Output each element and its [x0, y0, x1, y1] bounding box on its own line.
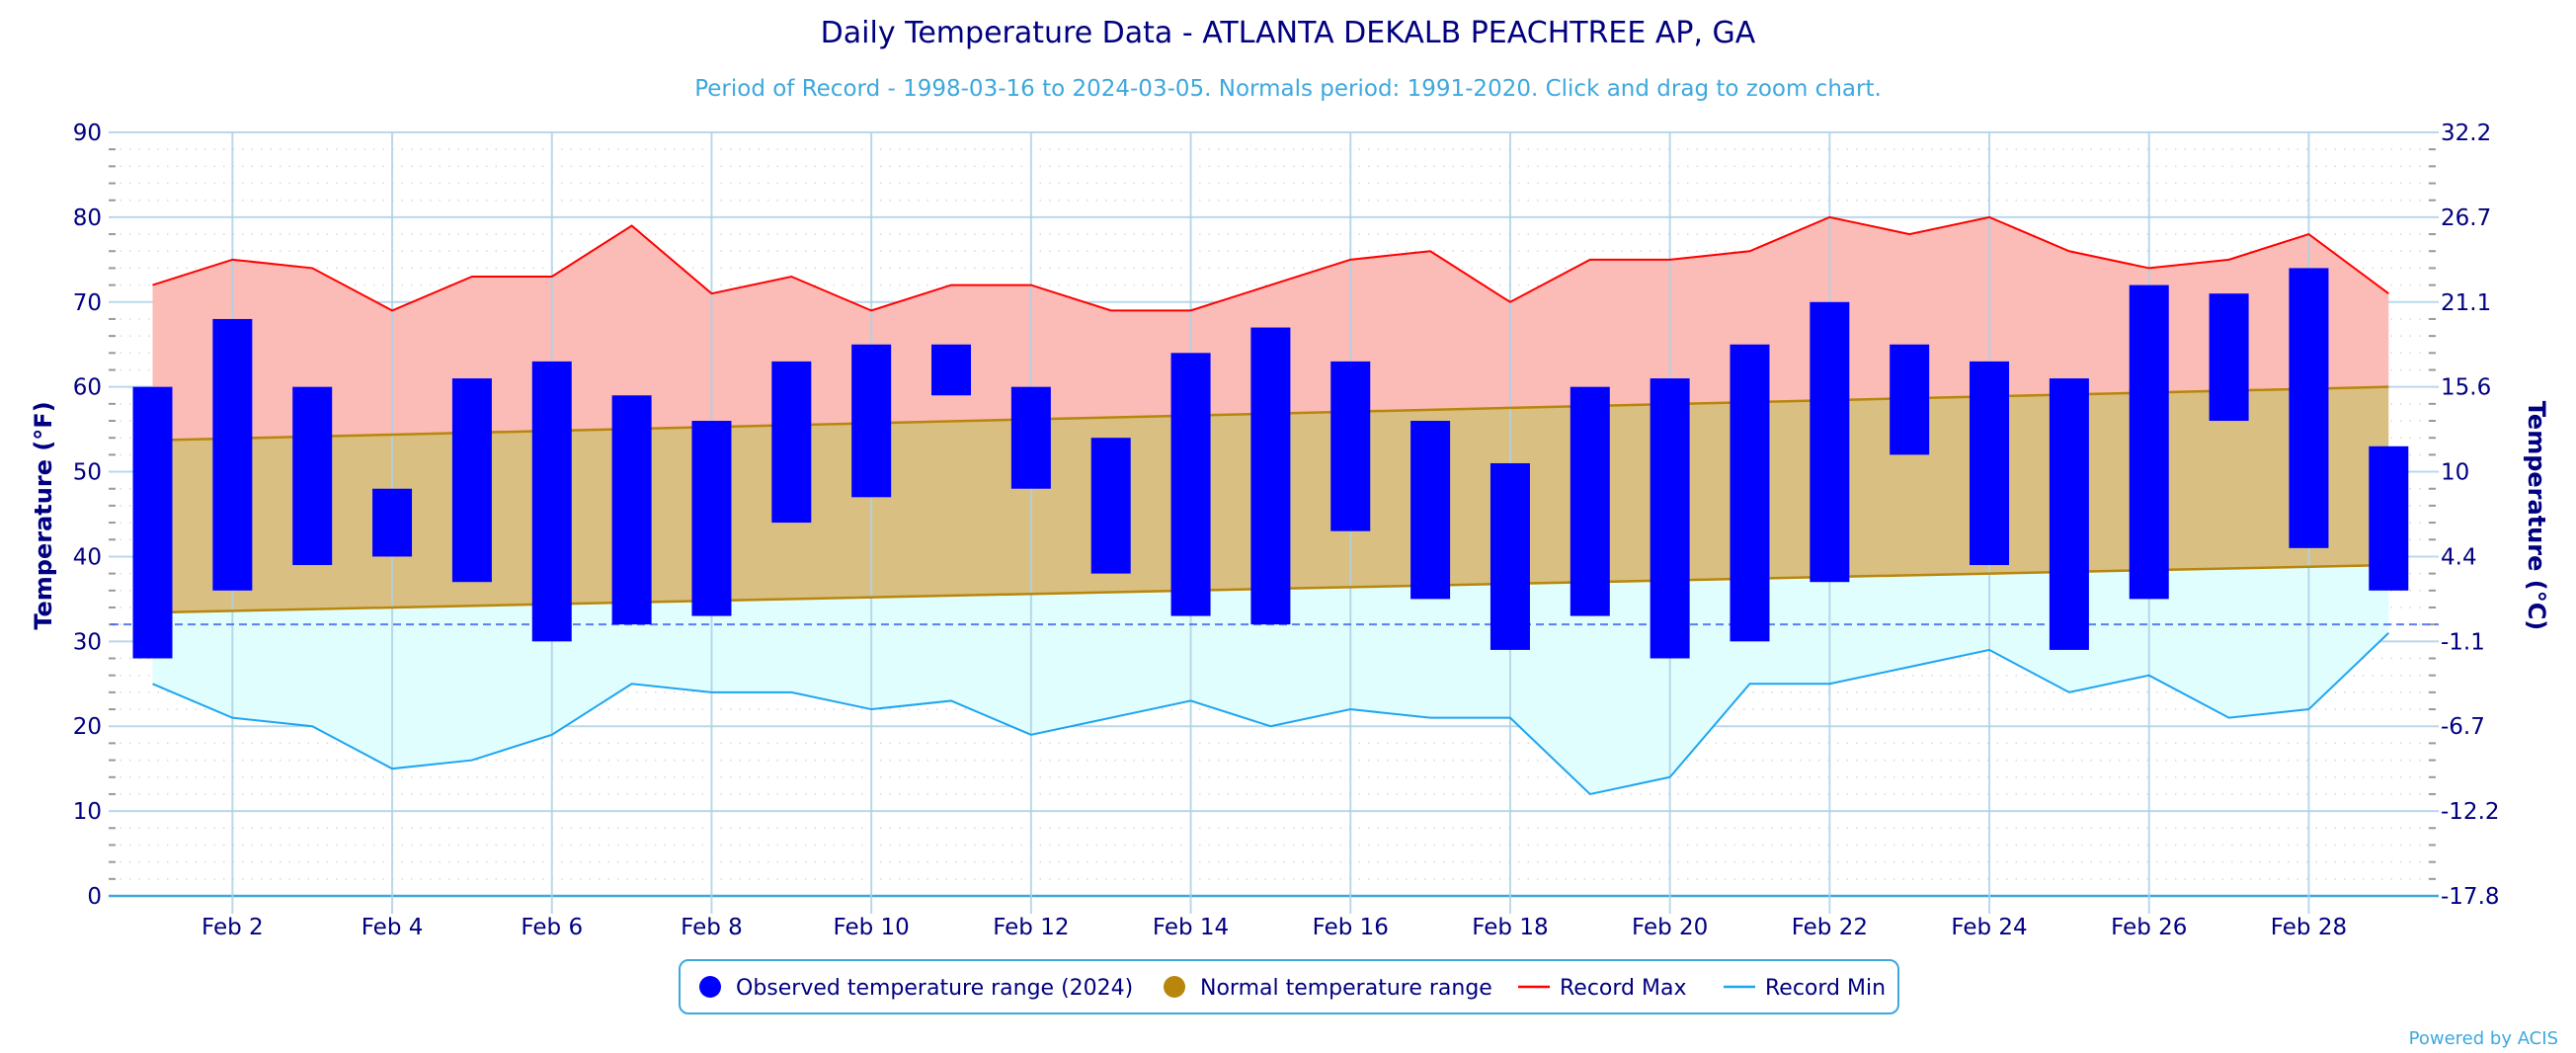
y-tick-label-right: -17.8 — [2441, 884, 2500, 910]
y-tick-label-left: 0 — [87, 884, 102, 910]
observed-bar — [931, 344, 971, 396]
observed-bar — [2049, 378, 2089, 650]
y-axis-title-left: Temperature (°F) — [30, 401, 57, 629]
record-max-line — [152, 215, 2389, 312]
legend-label-record-max: Record Max — [1560, 976, 1687, 1001]
observed-bar — [1650, 378, 1690, 659]
observed-bar — [1489, 462, 1530, 650]
powered-by-link[interactable]: Powered by ACIS — [2409, 1028, 2558, 1049]
y-tick-label-left: 80 — [73, 205, 102, 231]
x-tick-label: Feb 18 — [1472, 915, 1548, 940]
y-axis-right: -17.8 -12.2 -6.7 -1.1 4.4 10 15.6 21.1 26.7 32.2 — [2441, 121, 2500, 910]
observed-bar — [531, 361, 572, 642]
observed-bar — [1090, 438, 1131, 574]
y-tick-label-left: 70 — [73, 290, 102, 316]
x-tick-label: Feb 2 — [201, 915, 264, 940]
normal-circle-icon — [1164, 976, 1185, 998]
chart-title: Daily Temperature Data - ATLANTA DEKALB … — [821, 16, 1756, 50]
observed-bar — [2129, 284, 2169, 600]
legend-item-record-max[interactable]: Record Max — [1518, 976, 1687, 1001]
observed-bar — [1250, 327, 1291, 625]
chart-subtitle: Period of Record - 1998-03-16 to 2024-03… — [694, 76, 1882, 102]
legend-label-observed: Observed temperature range (2024) — [736, 976, 1133, 1001]
x-tick-label: Feb 6 — [521, 915, 583, 940]
y-tick-label-left: 50 — [73, 460, 102, 486]
y-axis-left: 0 10 20 30 40 50 60 70 80 90 — [73, 121, 102, 910]
y-tick-label-right: 10 — [2441, 460, 2469, 486]
y-tick-label-left: 60 — [73, 375, 102, 401]
y-axis-title-right: Temperature (°C) — [2523, 401, 2550, 631]
x-tick-label: Feb 14 — [1153, 915, 1229, 940]
observed-circle-icon — [699, 976, 721, 998]
observed-bar — [1410, 421, 1451, 600]
y-tick-label-right: 32.2 — [2441, 121, 2491, 146]
y-tick-label-right: -6.7 — [2441, 714, 2485, 740]
y-tick-label-left: 30 — [73, 629, 102, 655]
legend-item-record-min[interactable]: Record Min — [1724, 976, 1886, 1001]
legend: Observed temperature range (2024) Normal… — [679, 959, 1899, 1014]
y-tick-label-right: 15.6 — [2441, 375, 2491, 401]
observed-bar — [292, 386, 333, 566]
observed-bar — [1810, 301, 1850, 583]
observed-bar — [771, 361, 812, 524]
y-tick-label-left: 20 — [73, 714, 102, 740]
x-tick-label: Feb 22 — [1792, 915, 1868, 940]
observed-bar — [451, 378, 492, 583]
x-tick-label: Feb 8 — [681, 915, 743, 940]
y-tick-label-right: 26.7 — [2441, 205, 2491, 231]
x-tick-label: Feb 26 — [2111, 915, 2187, 940]
x-tick-label: Feb 20 — [1632, 915, 1708, 940]
x-tick-label: Feb 28 — [2271, 915, 2347, 940]
observed-bar — [2289, 268, 2329, 548]
observed-bar — [2209, 293, 2249, 422]
y-tick-label-left: 90 — [73, 121, 102, 146]
x-tick-label: Feb 10 — [833, 915, 909, 940]
observed-bar — [1730, 344, 1770, 642]
y-tick-label-right: -12.2 — [2441, 799, 2500, 825]
observed-bar — [1970, 361, 2010, 566]
x-tick-label: Feb 12 — [993, 915, 1069, 940]
observed-bar — [212, 318, 253, 591]
observed-bar — [132, 386, 173, 659]
observed-bar — [1010, 386, 1051, 489]
x-axis: Feb 2 Feb 4 Feb 6 Feb 8 Feb 10 Feb 12 Feb 14 Fe… — [201, 915, 2347, 940]
observed-bar — [1170, 353, 1211, 616]
x-tick-label: Feb 24 — [1951, 915, 2027, 940]
y-tick-label-right: -1.1 — [2441, 629, 2485, 655]
observed-bar — [2369, 446, 2409, 591]
record-min-line — [152, 632, 2389, 796]
x-tick-label: Feb 4 — [362, 915, 424, 940]
observed-bars — [132, 268, 2409, 659]
y-tick-label-right: 4.4 — [2441, 544, 2477, 570]
legend-item-normal[interactable]: Normal temperature range — [1164, 976, 1492, 1001]
observed-bar — [691, 421, 732, 616]
observed-bar — [372, 488, 413, 557]
observed-bar — [1890, 344, 1930, 455]
legend-label-normal: Normal temperature range — [1200, 976, 1492, 1001]
legend-box — [679, 959, 1899, 1014]
observed-bar — [1570, 386, 1610, 616]
y-tick-label-right: 21.1 — [2441, 290, 2491, 316]
y-tick-label-left: 40 — [73, 544, 102, 570]
legend-item-observed[interactable]: Observed temperature range (2024) — [699, 976, 1133, 1001]
y-tick-label-left: 10 — [73, 799, 102, 825]
x-tick-label: Feb 16 — [1313, 915, 1389, 940]
observed-bar — [1330, 361, 1371, 531]
observed-bar — [851, 344, 892, 498]
observed-bar — [611, 395, 652, 625]
legend-label-record-min: Record Min — [1765, 976, 1886, 1001]
